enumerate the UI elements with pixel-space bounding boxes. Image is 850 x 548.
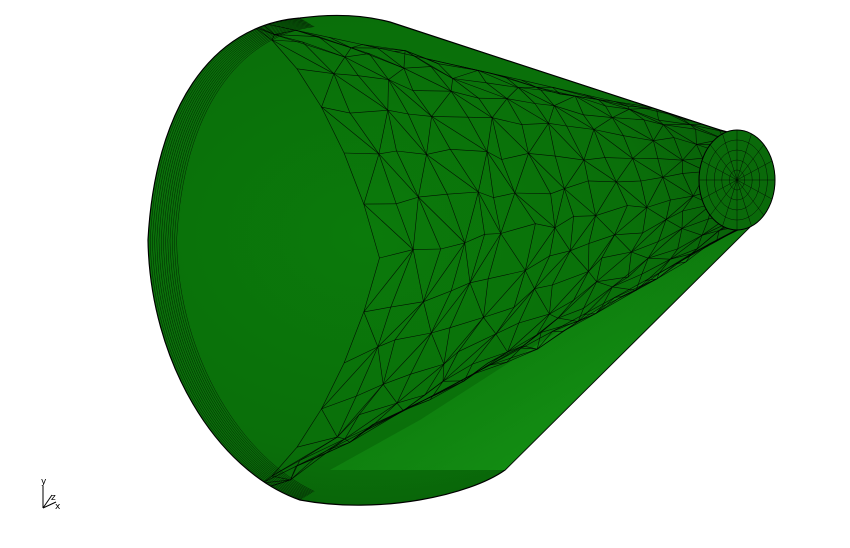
y-axis-label: y [41,477,47,487]
axis-triad: y z x [41,477,61,512]
cone-tip-cap [699,130,775,230]
mesh-edge [225,483,262,500]
mesh-edge [225,16,248,22]
mesh-edge [225,16,262,23]
cone-mesh[interactable] [148,15,775,505]
x-axis-label: x [55,502,61,512]
mesh-edge [225,494,248,500]
mesh-edge [707,123,715,124]
